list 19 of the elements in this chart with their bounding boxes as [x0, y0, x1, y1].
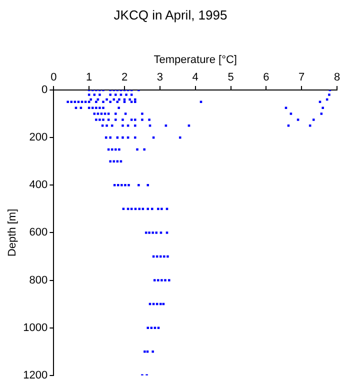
x-tick-label: 2 [121, 71, 128, 84]
y-tick-label: 400 [29, 179, 48, 192]
y-tick-label: 800 [29, 274, 48, 286]
y-tick-label: 600 [29, 226, 48, 239]
x-tick-label: 4 [192, 71, 198, 84]
x-axis-title: Temperature [°C] [154, 54, 237, 66]
y-tick-label: 200 [29, 132, 48, 144]
x-tick-label: 7 [298, 71, 305, 84]
x-tick-label: 6 [263, 71, 270, 84]
x-tick-label: 8 [334, 71, 340, 84]
y-tick-label: 1000 [23, 322, 48, 334]
x-tick-label: 5 [228, 71, 234, 84]
y-axis-title: Depth [m] [6, 208, 19, 257]
y-tick-label: 0 [42, 84, 48, 96]
x-tick-label: 1 [86, 71, 92, 84]
x-tick-label: 0 [50, 71, 57, 84]
y-tick-label: 1200 [23, 369, 48, 382]
x-tick-label: 3 [156, 71, 163, 84]
chart-title: JKCQ in April, 1995 [114, 7, 228, 22]
